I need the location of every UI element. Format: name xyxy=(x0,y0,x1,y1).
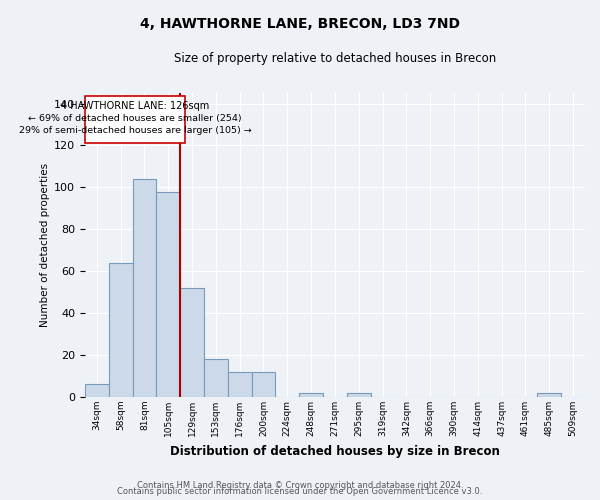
X-axis label: Distribution of detached houses by size in Brecon: Distribution of detached houses by size … xyxy=(170,444,500,458)
Bar xyxy=(180,288,204,397)
Y-axis label: Number of detached properties: Number of detached properties xyxy=(40,163,50,327)
Bar xyxy=(204,360,228,397)
Bar xyxy=(251,372,275,397)
Title: Size of property relative to detached houses in Brecon: Size of property relative to detached ho… xyxy=(174,52,496,66)
Text: 4, HAWTHORNE LANE, BRECON, LD3 7ND: 4, HAWTHORNE LANE, BRECON, LD3 7ND xyxy=(140,18,460,32)
Bar xyxy=(347,393,371,397)
Text: 4 HAWTHORNE LANE: 126sqm: 4 HAWTHORNE LANE: 126sqm xyxy=(61,100,209,110)
Bar xyxy=(85,384,109,397)
Text: Contains public sector information licensed under the Open Government Licence v3: Contains public sector information licen… xyxy=(118,488,482,496)
Bar xyxy=(109,263,133,397)
FancyBboxPatch shape xyxy=(85,96,185,144)
Bar xyxy=(157,192,180,397)
Bar xyxy=(299,393,323,397)
Bar xyxy=(133,179,157,397)
Text: 29% of semi-detached houses are larger (105) →: 29% of semi-detached houses are larger (… xyxy=(19,126,251,136)
Text: ← 69% of detached houses are smaller (254): ← 69% of detached houses are smaller (25… xyxy=(28,114,242,122)
Text: Contains HM Land Registry data © Crown copyright and database right 2024.: Contains HM Land Registry data © Crown c… xyxy=(137,481,463,490)
Bar xyxy=(538,393,561,397)
Bar xyxy=(228,372,251,397)
